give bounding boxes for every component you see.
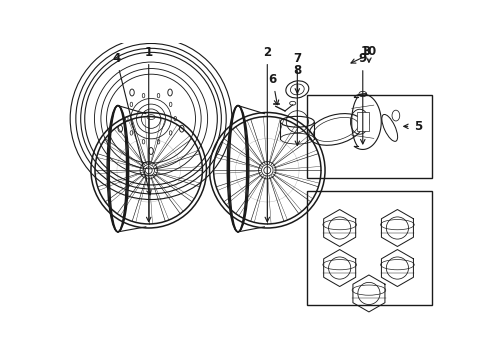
Text: 10: 10: [361, 45, 377, 58]
Text: 8: 8: [293, 64, 301, 93]
Text: 6: 6: [269, 73, 279, 105]
Text: 2: 2: [263, 46, 271, 222]
Bar: [307, 191, 432, 305]
Text: 5: 5: [414, 120, 422, 133]
Text: 4: 4: [112, 52, 151, 195]
Text: 9: 9: [359, 52, 367, 144]
Bar: [357, 112, 369, 131]
Text: 7: 7: [293, 52, 301, 145]
Bar: [307, 95, 432, 178]
Text: 1: 1: [145, 46, 153, 222]
Text: 3: 3: [363, 45, 371, 58]
